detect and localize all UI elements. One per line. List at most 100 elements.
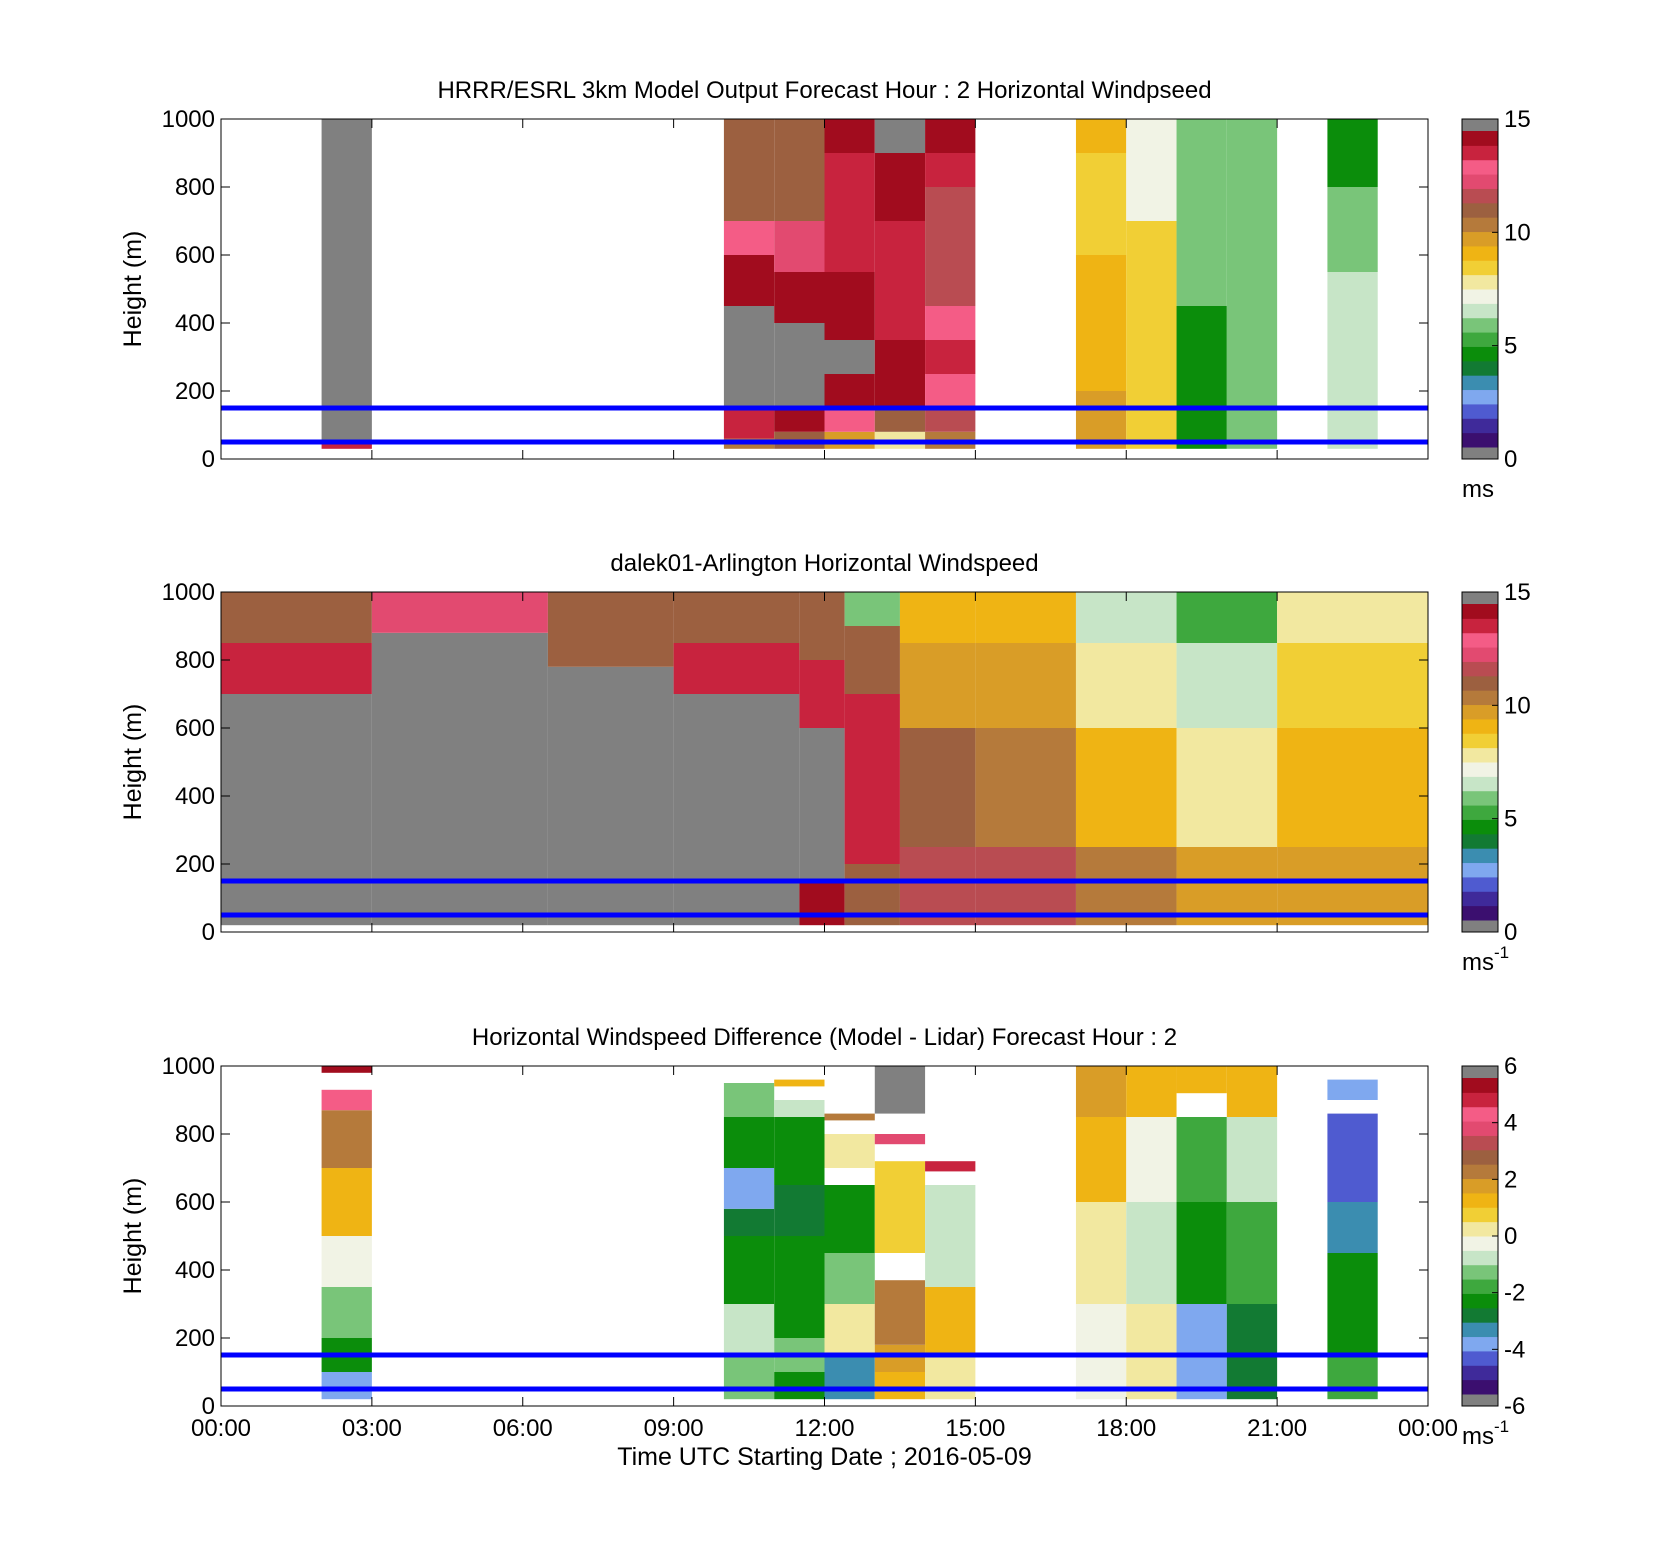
heatmap-cell	[1327, 1113, 1378, 1202]
heatmap-cell	[774, 1079, 825, 1087]
x-tick-label: 03:00	[342, 1415, 402, 1442]
colorbar-swatch	[1462, 174, 1498, 189]
y-tick-label: 600	[175, 715, 215, 742]
heatmap-cell	[774, 221, 825, 272]
x-tick-label: 09:00	[644, 1415, 704, 1442]
colorbar-swatch	[1462, 1092, 1498, 1108]
heatmap-cell	[1075, 255, 1127, 391]
x-tick-label: 12:00	[794, 1415, 854, 1442]
heatmap-cell	[1075, 391, 1127, 449]
y-tick-label: 200	[175, 1325, 215, 1352]
y-tick-label: 400	[175, 1257, 215, 1284]
heatmap-cell	[321, 1287, 372, 1338]
colorbar-swatch	[1462, 891, 1498, 907]
heatmap-cell	[1327, 1355, 1378, 1400]
colorbar-swatch	[1462, 432, 1498, 448]
colorbar-swatch	[1462, 647, 1498, 662]
heatmap-cell	[1126, 221, 1177, 391]
colorbar-unit-exponent: -1	[1494, 943, 1509, 962]
colorbar-swatch	[1462, 1293, 1498, 1309]
colorbar-swatch	[1462, 217, 1498, 233]
heatmap-cell	[723, 408, 775, 439]
x-axis-label: Time UTC Starting Date ; 2016-05-09	[617, 1443, 1032, 1471]
colorbar-swatch	[1462, 317, 1498, 333]
heatmap-cell	[824, 272, 875, 340]
heatmap-cell	[321, 1372, 372, 1400]
heatmap-cell	[1226, 323, 1278, 449]
heatmap-cell	[1126, 1117, 1177, 1202]
colorbar-unit-exponent: -1	[1494, 1417, 1509, 1436]
heatmap-cell	[1277, 847, 1428, 926]
heatmap-cell	[925, 1287, 976, 1355]
y-tick-label: 800	[175, 174, 215, 201]
colorbar-swatch	[1462, 833, 1498, 849]
heatmap-cell	[975, 643, 1076, 728]
heatmap-cell	[799, 660, 845, 728]
heatmap-cell	[1176, 1066, 1227, 1094]
heatmap-cell	[925, 187, 976, 306]
heatmap-cell	[774, 1236, 825, 1338]
colorbar-swatch	[1462, 661, 1498, 677]
heatmap-cell	[824, 153, 875, 272]
colorbar-tick-label: 10	[1504, 692, 1531, 719]
colorbar-swatch	[1462, 202, 1498, 218]
y-tick-label: 200	[175, 378, 215, 405]
heatmap-cell	[975, 592, 1076, 643]
heatmap-cell	[321, 1110, 372, 1168]
heatmap-cell	[899, 728, 976, 847]
heatmap-cell	[723, 1236, 775, 1304]
heatmap-cell	[799, 728, 845, 881]
heatmap-cell	[899, 643, 976, 728]
colorbar-swatch	[1462, 1365, 1498, 1381]
x-tick-label: 00:00	[191, 1415, 251, 1442]
colorbar-swatch	[1462, 375, 1498, 391]
colorbar-swatch	[1462, 332, 1498, 347]
colorbar-swatch	[1462, 690, 1498, 706]
heatmap-cell	[723, 306, 775, 408]
heatmap-cell	[824, 408, 875, 432]
colorbar-frame	[1461, 591, 1499, 933]
heatmap-cell	[723, 1083, 775, 1117]
colorbar-tick-label: 0	[1504, 1223, 1517, 1250]
lidar-windspeed-panel: dalek01-Arlington Horizontal Windspeed 0 2…	[119, 550, 1531, 976]
x-tick-label: 15:00	[945, 1415, 1005, 1442]
colorbar-swatch	[1462, 1106, 1498, 1122]
heatmap-cell	[1327, 1079, 1378, 1100]
heatmap-cell	[774, 1185, 825, 1236]
heatmap-cell	[1126, 1202, 1177, 1304]
y-tick-label: 600	[175, 1189, 215, 1216]
colorbar-swatch	[1462, 1379, 1498, 1395]
colorbar-tick-label: 2	[1504, 1166, 1517, 1193]
colorbar-tick-label: 0	[1504, 919, 1517, 946]
heatmap-cell	[925, 153, 976, 187]
colorbar-swatch	[1462, 718, 1498, 734]
colorbar-tick-label: -2	[1504, 1280, 1525, 1307]
colorbar-swatch	[1462, 1264, 1498, 1280]
panel-title: Horizontal Windspeed Difference (Model -…	[472, 1024, 1177, 1051]
colorbar-swatch	[1462, 632, 1498, 648]
heatmap-cell	[1176, 1117, 1227, 1202]
colorbar-swatch	[1462, 289, 1498, 304]
heatmap-cell	[1075, 847, 1177, 926]
heatmap-cell	[221, 643, 372, 694]
heatmap-cell	[874, 1344, 926, 1372]
heatmap-cell	[1176, 592, 1278, 643]
colorbar-swatch	[1462, 1279, 1498, 1294]
heatmap-cell	[673, 694, 800, 926]
colorbar-swatch	[1462, 1078, 1498, 1093]
heatmap-cell	[1126, 1066, 1177, 1117]
heatmap-cell	[874, 119, 926, 153]
x-tick-label: 18:00	[1096, 1415, 1156, 1442]
heatmap-cell	[1226, 1117, 1278, 1202]
heatmap-cell	[321, 1168, 372, 1236]
heatmap-cell	[1126, 1304, 1177, 1400]
y-tick-label: 200	[175, 851, 215, 878]
colorbar-swatch	[1462, 733, 1498, 749]
colorbar-swatch	[1462, 418, 1498, 434]
colorbar-swatch	[1462, 790, 1498, 806]
heatmap-cell	[844, 592, 900, 626]
heatmap-cell	[1075, 1202, 1127, 1304]
heatmap-cell	[925, 1185, 976, 1287]
heatmap-cell	[799, 881, 845, 926]
colorbar-tick-label: 5	[1504, 333, 1517, 360]
